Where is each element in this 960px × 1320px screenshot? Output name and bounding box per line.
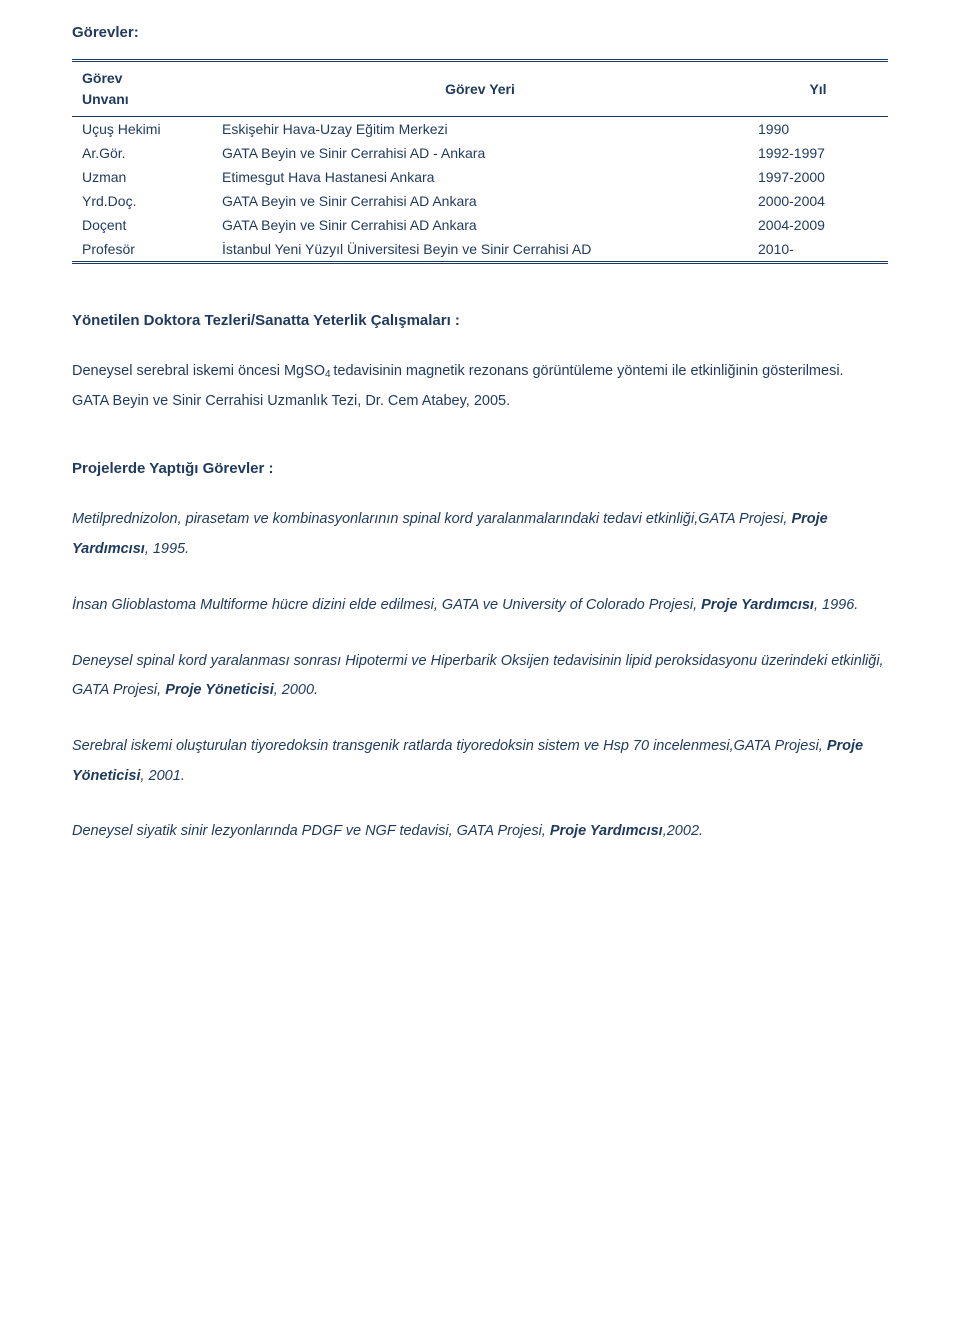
cell-place: Etimesgut Hava Hastanesi Ankara (212, 165, 748, 189)
table-row: Doçent GATA Beyin ve Sinir Cerrahisi AD … (72, 213, 888, 237)
tez-p2: GATA Beyin ve Sinir Cerrahisi Uzmanlık T… (72, 393, 510, 409)
project-lead: Metilprednizolon, pirasetam ve kombinasy… (72, 511, 791, 527)
col1-line2: Unvanı (82, 91, 129, 107)
tez-p1a: Deneysel serebral iskemi öncesi MgSO (72, 363, 325, 379)
project-role: Proje Yardımcısı (701, 597, 814, 613)
project-tail: , 1996. (814, 597, 858, 613)
table-row: Ar.Gör. GATA Beyin ve Sinir Cerrahisi AD… (72, 141, 888, 165)
project-item: Serebral iskemi oluşturulan tiyoredoksin… (72, 732, 888, 791)
cell-place: GATA Beyin ve Sinir Cerrahisi AD Ankara (212, 213, 748, 237)
section-title-tezler: Yönetilen Doktora Tezleri/Sanatta Yeterl… (72, 312, 888, 329)
section-title-gorevler: Görevler: (72, 24, 888, 41)
project-item: Metilprednizolon, pirasetam ve kombinasy… (72, 505, 888, 564)
table-row: Yrd.Doç. GATA Beyin ve Sinir Cerrahisi A… (72, 189, 888, 213)
cell-title: Uçuş Hekimi (72, 117, 212, 142)
project-item: Deneysel siyatik sinir lezyonlarında PDG… (72, 817, 888, 847)
cell-year: 2004-2009 (748, 213, 888, 237)
table-header-row: Görev Unvanı Görev Yeri Yıl (72, 61, 888, 117)
cell-year: 1997-2000 (748, 165, 888, 189)
cell-title: Uzman (72, 165, 212, 189)
project-tail: , 1995. (145, 541, 189, 557)
cell-title: Yrd.Doç. (72, 189, 212, 213)
cell-title: Ar.Gör. (72, 141, 212, 165)
col-header-gorev-yeri: Görev Yeri (212, 61, 748, 117)
table-row: Uçuş Hekimi Eskişehir Hava-Uzay Eğitim M… (72, 117, 888, 142)
cell-year: 1992-1997 (748, 141, 888, 165)
cell-place: İstanbul Yeni Yüzyıl Üniversitesi Beyin … (212, 237, 748, 263)
cell-place: Eskişehir Hava-Uzay Eğitim Merkezi (212, 117, 748, 142)
col-header-gorev-unvani: Görev Unvanı (72, 61, 212, 117)
project-tail: ,2002. (663, 823, 703, 839)
section-title-projeler: Projelerde Yaptığı Görevler : (72, 460, 888, 477)
project-lead: Deneysel siyatik sinir lezyonlarında PDG… (72, 823, 550, 839)
table-row: Profesör İstanbul Yeni Yüzyıl Üniversite… (72, 237, 888, 263)
col1-line1: Görev (82, 70, 122, 86)
cell-place: GATA Beyin ve Sinir Cerrahisi AD Ankara (212, 189, 748, 213)
project-item: Deneysel spinal kord yaralanması sonrası… (72, 647, 888, 706)
cell-year: 2000-2004 (748, 189, 888, 213)
project-item: İnsan Glioblastoma Multiforme hücre dizi… (72, 591, 888, 621)
duties-table: Görev Unvanı Görev Yeri Yıl Uçuş Hekimi … (72, 59, 888, 264)
project-tail: , 2000. (274, 682, 318, 698)
tez-sub: 4 (325, 369, 333, 380)
project-role: Proje Yöneticisi (165, 682, 274, 698)
project-lead: İnsan Glioblastoma Multiforme hücre dizi… (72, 597, 701, 613)
col-header-yil: Yıl (748, 61, 888, 117)
cell-title: Profesör (72, 237, 212, 263)
project-tail: , 2001. (141, 768, 185, 784)
cell-place: GATA Beyin ve Sinir Cerrahisi AD - Ankar… (212, 141, 748, 165)
tez-p1b: tedavisinin magnetik rezonans görüntülem… (333, 363, 843, 379)
project-lead: Serebral iskemi oluşturulan tiyoredoksin… (72, 738, 827, 754)
cell-title: Doçent (72, 213, 212, 237)
table-row: Uzman Etimesgut Hava Hastanesi Ankara 19… (72, 165, 888, 189)
cell-year: 2010- (748, 237, 888, 263)
tezler-paragraph: Deneysel serebral iskemi öncesi MgSO4 te… (72, 357, 888, 416)
cell-year: 1990 (748, 117, 888, 142)
project-role: Proje Yardımcısı (550, 823, 663, 839)
